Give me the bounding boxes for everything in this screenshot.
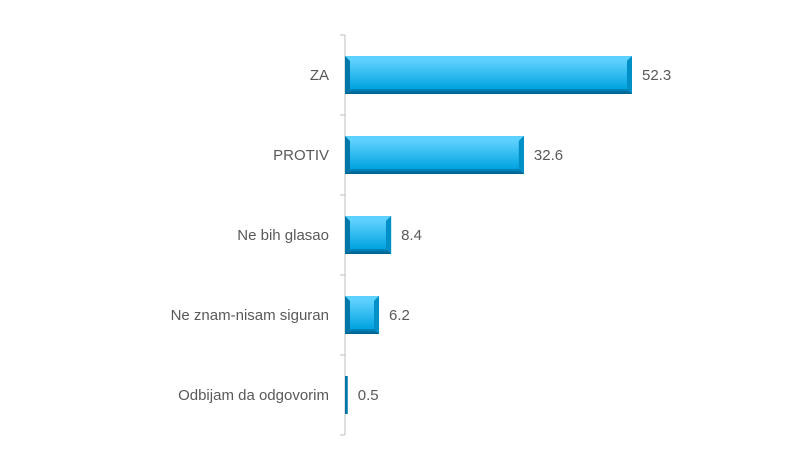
category-label: Odbijam da odgovorim xyxy=(178,387,329,404)
value-label: 32.6 xyxy=(534,147,563,164)
bar-bevel-right xyxy=(518,136,524,174)
bar-bevel-bottom xyxy=(345,329,380,334)
bar-bevel-right xyxy=(374,296,380,334)
bar-bevel-top xyxy=(345,56,632,61)
value-label: 6.2 xyxy=(389,307,410,324)
category-labels: ZA PROTIV Ne bih glasao Ne znam-nisam sigur… xyxy=(171,67,329,404)
bar-bevel-right xyxy=(386,216,392,254)
bar-bevel-bottom xyxy=(345,169,524,174)
category-label: Ne znam-nisam siguran xyxy=(171,307,329,324)
category-label: Ne bih glasao xyxy=(237,227,329,244)
value-label: 8.4 xyxy=(401,227,422,244)
bar-bevel-top xyxy=(345,296,380,301)
bar-face xyxy=(350,61,627,89)
bar-bevel-top xyxy=(345,136,524,141)
value-labels: 52.3 32.6 8.4 6.2 0.5 xyxy=(358,67,671,404)
bar-face xyxy=(350,301,375,329)
bar-bevel-top xyxy=(345,216,392,221)
y-axis xyxy=(340,34,346,436)
bar-bevel-bottom xyxy=(345,89,632,94)
value-label: 0.5 xyxy=(358,387,379,404)
bar xyxy=(345,216,392,254)
bar-bevel-right xyxy=(627,56,632,94)
bar xyxy=(345,56,632,94)
bar-face xyxy=(350,141,519,169)
bar-face xyxy=(350,221,387,249)
category-label: ZA xyxy=(310,67,329,84)
bar xyxy=(345,376,348,414)
bar-body xyxy=(345,376,348,414)
bar xyxy=(345,136,524,174)
bar xyxy=(345,296,380,334)
bars xyxy=(345,56,632,414)
value-label: 52.3 xyxy=(642,67,671,84)
bar-bevel-bottom xyxy=(345,249,392,254)
category-label: PROTIV xyxy=(273,147,329,164)
